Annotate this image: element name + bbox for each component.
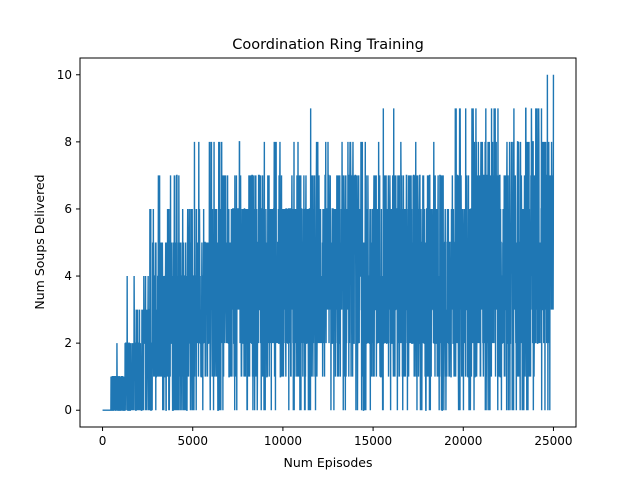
x-tick-label: 15000: [354, 434, 392, 448]
y-tick-label: 8: [64, 135, 72, 149]
x-tick-label: 0: [99, 434, 107, 448]
y-tick-label: 10: [57, 68, 72, 82]
y-axis: 0 2 4 6 8 10: [57, 68, 80, 417]
y-tick-label: 2: [64, 336, 72, 350]
x-tick-label: 10000: [264, 434, 302, 448]
plot-area: [79, 57, 577, 428]
x-tick-label: 5000: [177, 434, 208, 448]
y-tick-label: 6: [64, 202, 72, 216]
chart-title: Coordination Ring Training: [232, 37, 424, 53]
x-axis: 0 5000 10000 15000 20000 25000: [99, 427, 573, 448]
y-tick-label: 0: [64, 403, 72, 417]
y-axis-label: Num Soups Delivered: [32, 174, 47, 309]
y-tick-label: 4: [64, 269, 72, 283]
x-tick-label: 20000: [444, 434, 482, 448]
axes-frame: [79, 57, 577, 428]
x-tick-label: 25000: [534, 434, 572, 448]
series-line: [102, 74, 555, 411]
x-axis-label: Num Episodes: [283, 455, 372, 470]
